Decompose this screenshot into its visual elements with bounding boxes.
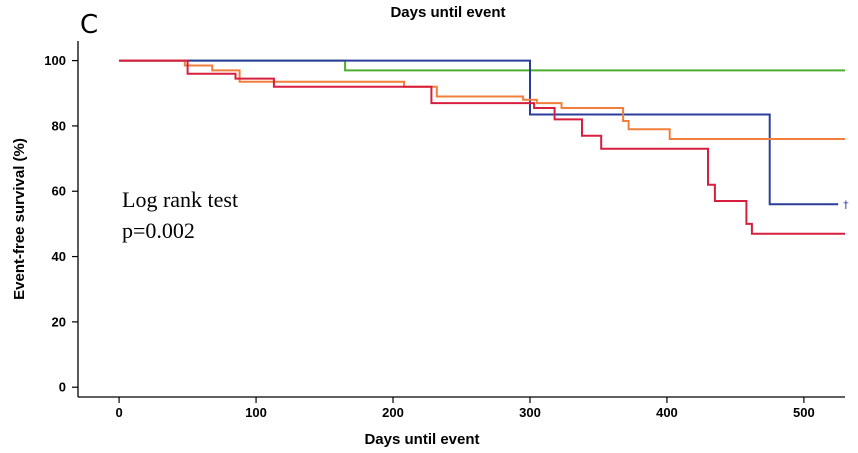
x-tick-label: 200 <box>382 405 404 420</box>
panel-label: C <box>80 10 98 40</box>
series-line-3 <box>119 59 845 140</box>
series-line-4 <box>119 59 845 235</box>
x-tick-label: 100 <box>245 405 267 420</box>
top-title: Days until event <box>390 4 505 21</box>
p-value-label: p=0.002 <box>122 218 195 243</box>
y-tick-label: 60 <box>52 184 66 199</box>
series-layer: † <box>119 59 849 235</box>
y-tick-label: 100 <box>44 53 66 68</box>
x-ticks: 0 100 200 300 400 500 <box>115 397 815 420</box>
y-tick-label: 40 <box>52 249 66 264</box>
x-tick-label: 300 <box>519 405 541 420</box>
censor-mark: † <box>843 198 849 211</box>
y-tick-label: 0 <box>59 380 66 395</box>
x-tick-label: 400 <box>656 405 678 420</box>
series-line-1 <box>119 59 845 72</box>
y-tick-label: 20 <box>52 314 66 329</box>
plot-area: 0 20 40 60 80 100 0 100 200 300 400 500 † <box>44 41 849 420</box>
x-tick-label: 500 <box>793 405 815 420</box>
x-axis-title: Days until event <box>364 431 479 448</box>
y-axis-title: Event-free survival (%) <box>11 138 28 300</box>
series-line-2 <box>119 59 839 206</box>
y-ticks: 0 20 40 60 80 100 <box>44 53 78 395</box>
y-tick-label: 80 <box>52 118 66 133</box>
log-rank-label: Log rank test <box>122 187 238 212</box>
x-tick-label: 0 <box>115 405 122 420</box>
